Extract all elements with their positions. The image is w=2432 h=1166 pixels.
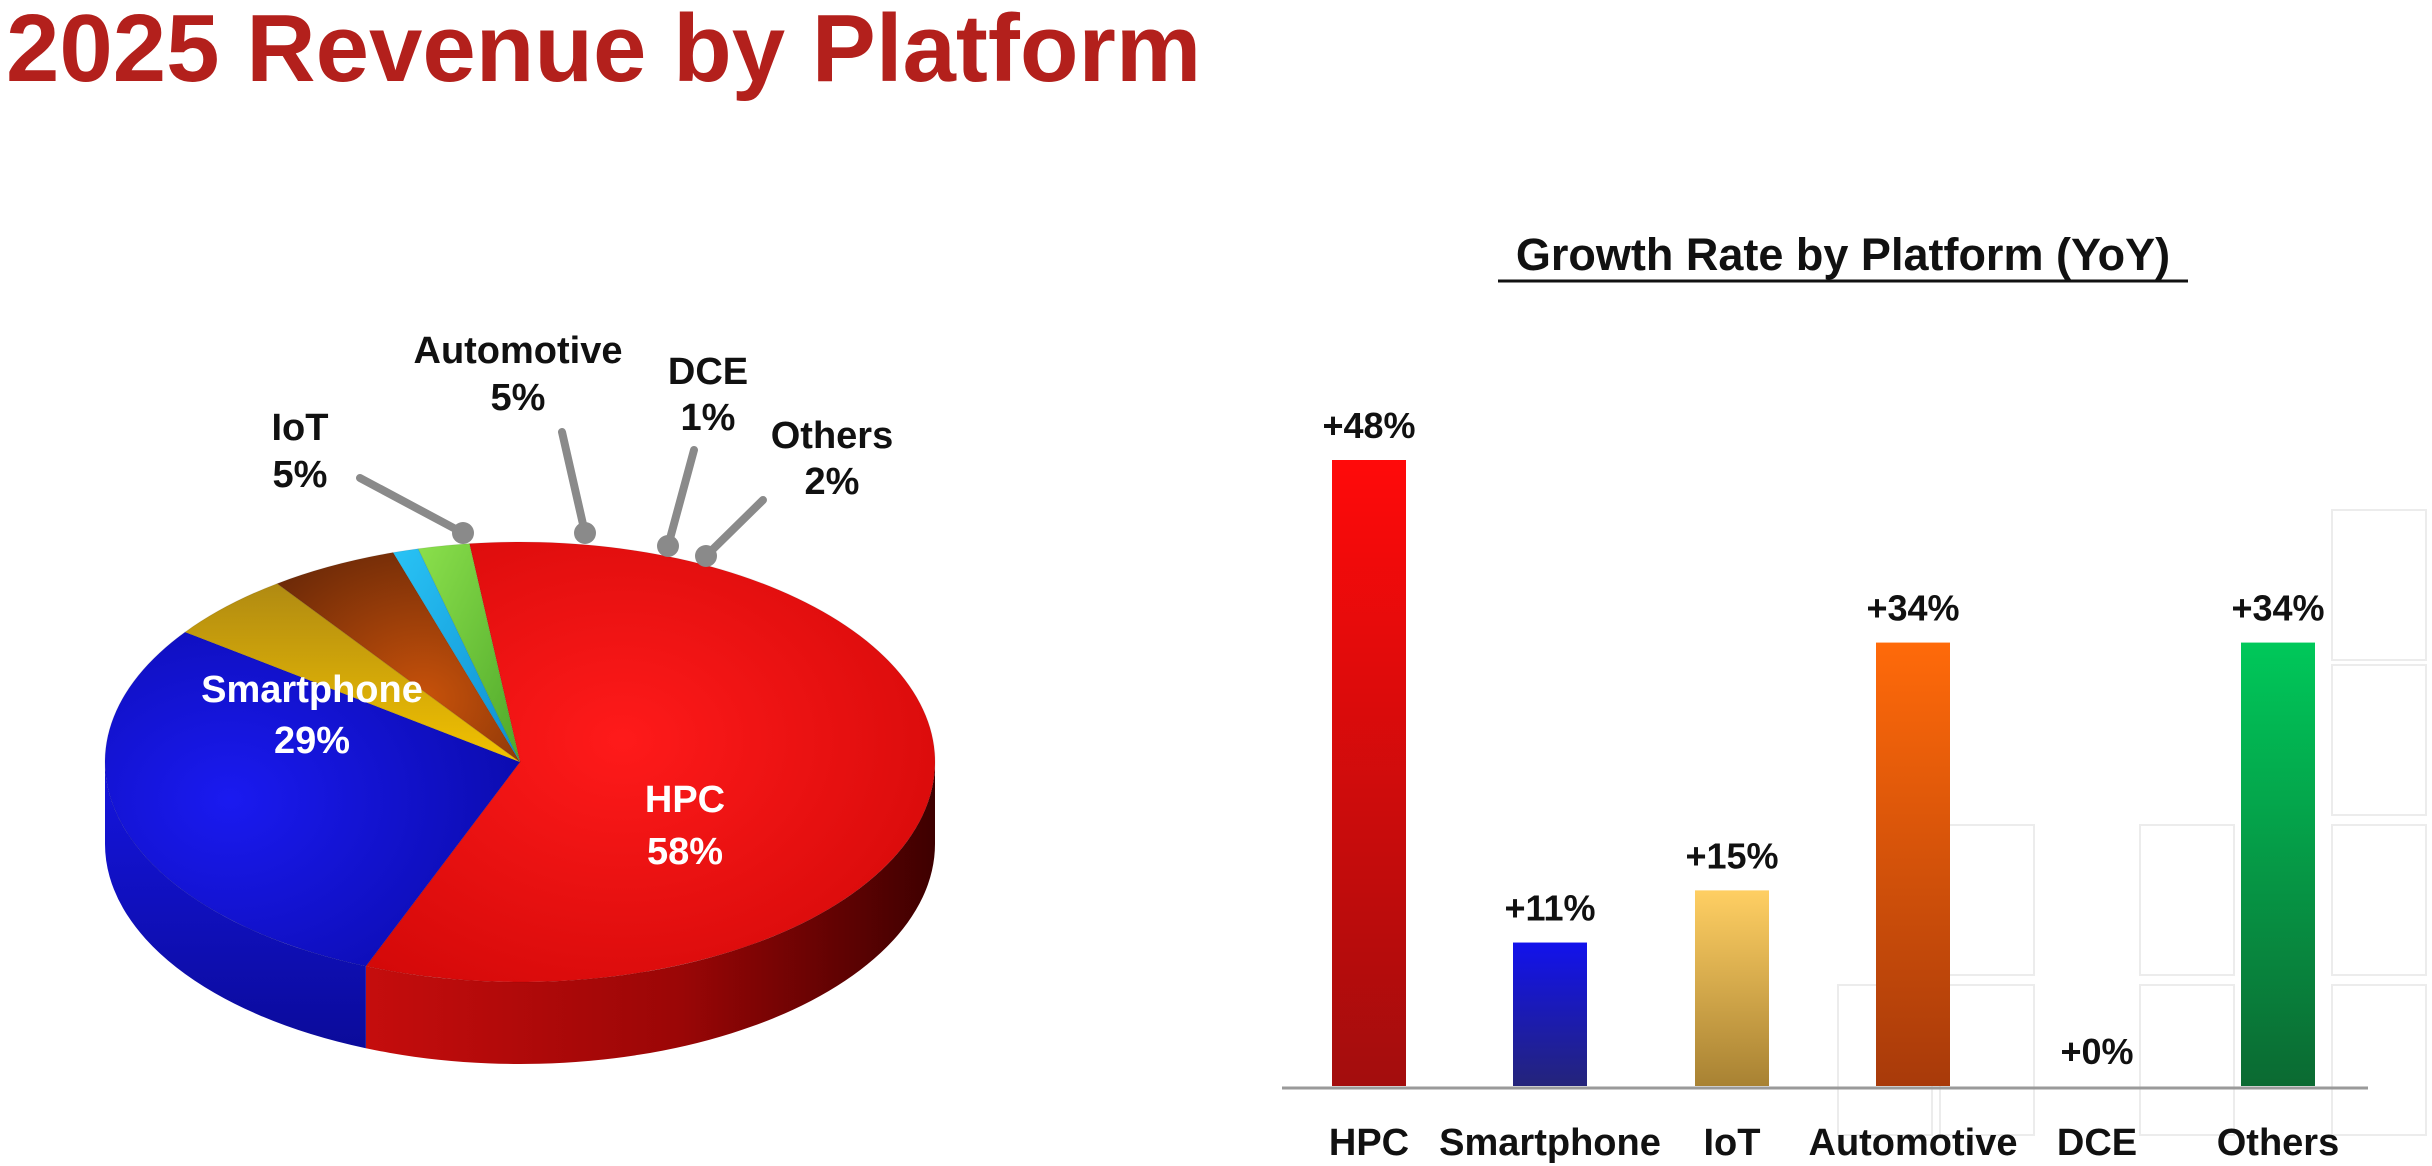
pie-slice-automotive: [276, 551, 521, 763]
pie-value-smartphone: 29%: [274, 720, 350, 762]
bar-chart-title: Growth Rate by Platform (YoY): [1516, 229, 2170, 280]
bar-automotive: [1876, 642, 1950, 1086]
pie-slice-iot: [184, 583, 521, 763]
bar-smartphone: [1513, 942, 1587, 1086]
bar-value-smartphone: +11%: [1504, 888, 1595, 929]
pie-value-others: 2%: [805, 461, 860, 503]
leader-dot-automotive: [574, 522, 596, 544]
pie-value-dce: 1%: [681, 397, 736, 439]
pie-side-hpc: [365, 762, 936, 1064]
bar-hpc: [1332, 460, 1406, 1086]
leader-dot-iot: [452, 522, 474, 544]
leader-line-automotive: [558, 428, 589, 537]
bar-value-dce: +0%: [2060, 1031, 2133, 1072]
pie-slice-hpc: [365, 541, 936, 983]
pie-label-hpc: HPC: [645, 779, 725, 821]
x-tick-automotive: Automotive: [1809, 1122, 2018, 1164]
x-tick-others: Others: [2217, 1122, 2339, 1164]
pie-value-automotive: 5%: [491, 377, 546, 419]
leader-line-others: [702, 496, 767, 560]
leader-dot-others: [695, 545, 717, 567]
x-tick-dce: DCE: [2057, 1122, 2137, 1164]
pie-slice-others: [417, 543, 521, 763]
pie-label-others: Others: [771, 415, 893, 457]
pie-value-iot: 5%: [273, 454, 328, 496]
x-tick-smartphone: Smartphone: [1439, 1122, 1661, 1164]
x-tick-iot: IoT: [1704, 1122, 1761, 1164]
pie-value-hpc: 58%: [647, 831, 723, 873]
bar-others: [2241, 642, 2315, 1086]
x-tick-hpc: HPC: [1329, 1122, 1409, 1164]
bar-value-iot: +15%: [1685, 835, 1778, 876]
bar-value-others: +34%: [2231, 588, 2324, 629]
pie-side-walls: [105, 762, 936, 1064]
bar-value-automotive: +34%: [1866, 588, 1959, 629]
pie-chart: HPC 58% Smartphone 29% IoT 5% Automotive 5% DCE1…: [104, 330, 936, 1064]
pie-slice-smartphone: [104, 631, 521, 967]
pie-label-smartphone: Smartphone: [201, 669, 423, 711]
pie-side-smartphone: [105, 762, 366, 1049]
pie-label-automotive: Automotive: [414, 330, 623, 372]
pie-slice-dce: [392, 548, 521, 763]
leader-line-dce: [664, 446, 698, 550]
bar-chart: Growth Rate by Platform (YoY) +48% HPC +11%…: [1282, 229, 2368, 1164]
leader-line-iot: [356, 474, 467, 537]
bar-value-hpc: +48%: [1322, 405, 1415, 446]
page-title: 2025 Revenue by Platform: [6, 0, 1202, 102]
bar-iot: [1695, 890, 1769, 1086]
pie-label-iot: IoT: [272, 407, 329, 449]
leader-dot-dce: [657, 535, 679, 557]
pie-label-dce: DCE: [668, 351, 748, 393]
